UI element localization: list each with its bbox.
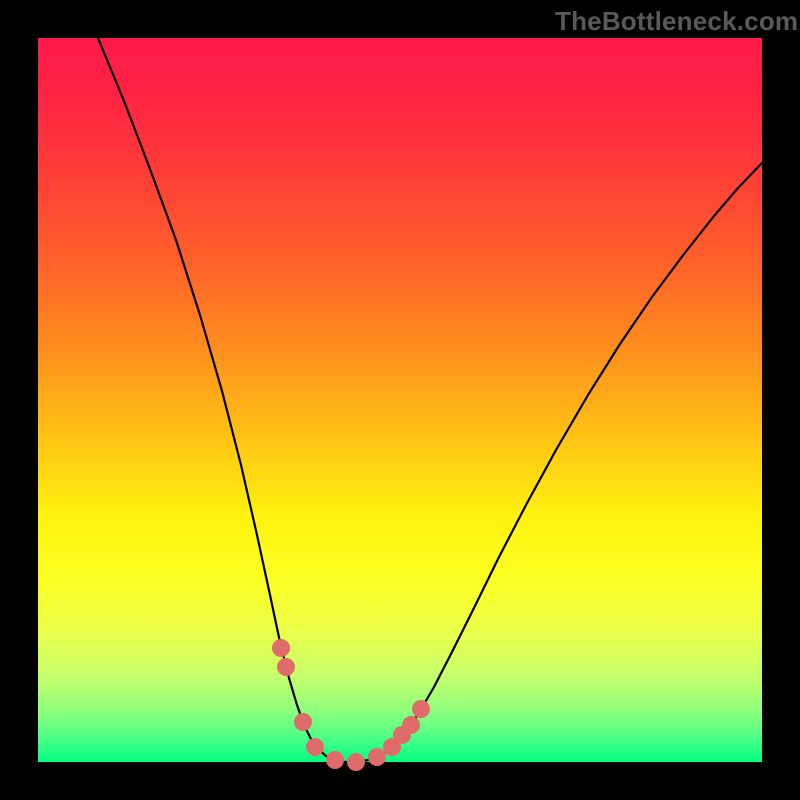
curve-marker: [326, 751, 344, 769]
curve-marker: [277, 658, 295, 676]
curve-markers: [38, 38, 762, 762]
curve-marker: [306, 738, 324, 756]
figure-canvas: TheBottleneck.com: [0, 0, 800, 800]
curve-marker: [294, 713, 312, 731]
curve-marker: [347, 753, 365, 771]
watermark-text: TheBottleneck.com: [555, 6, 798, 37]
plot-area: [38, 38, 762, 762]
curve-marker: [272, 639, 290, 657]
curve-marker: [402, 716, 420, 734]
watermark-label: TheBottleneck.com: [555, 6, 798, 36]
curve-marker: [412, 700, 430, 718]
